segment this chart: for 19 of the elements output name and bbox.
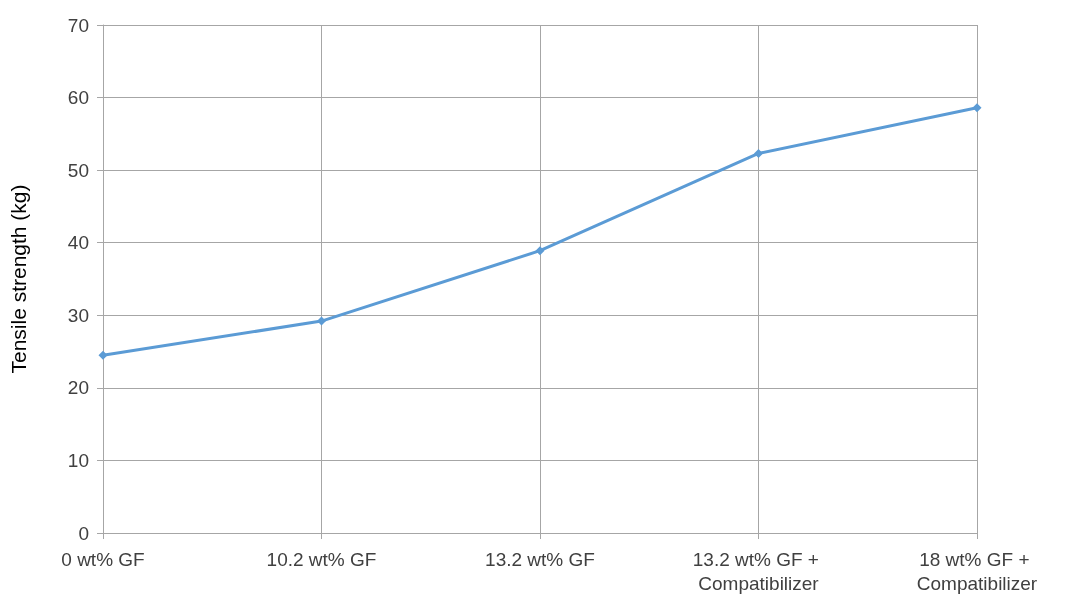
point (972, 103, 982, 113)
point (98, 350, 108, 360)
point (317, 316, 326, 326)
y-tick-label: 20 (67, 377, 89, 399)
y-tick-label: 50 (67, 159, 89, 181)
y-tick-label: 60 (67, 87, 89, 109)
y-tick-label: 30 (67, 304, 89, 326)
x-tick-label: 18 wt% GF + Compatibilizer (916, 548, 1038, 594)
x-tick-label: 10.2 wt% GF (266, 548, 377, 570)
y-axis-title: Tensile strength (kg) (7, 184, 30, 374)
point (754, 148, 763, 158)
y-tick-label: 0 (78, 522, 89, 544)
x-tick-label: 13.2 wt% GF (485, 548, 595, 570)
x-tick-label: 0 wt% GF (61, 548, 145, 570)
x-tick-label: 13.2 wt% GF + Compatibilizer (692, 548, 825, 594)
point (535, 246, 545, 256)
y-tick-label: 70 (67, 14, 89, 36)
y-tick-label: 40 (67, 232, 89, 254)
y-tick-label: 10 (67, 449, 89, 471)
